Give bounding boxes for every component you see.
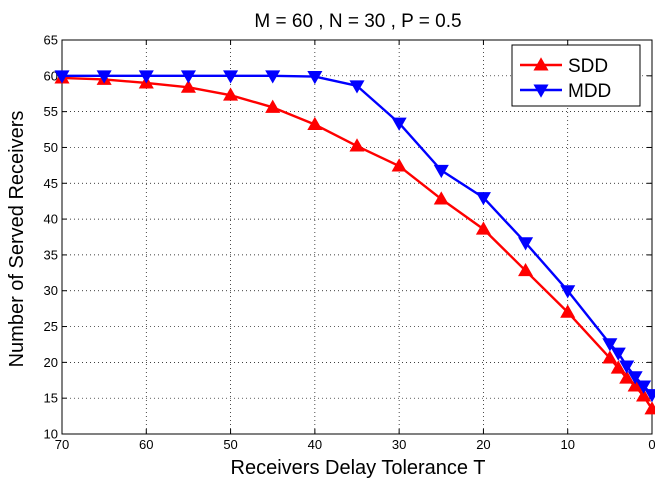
y-tick-label: 10 <box>44 427 58 442</box>
y-tick-label: 55 <box>44 104 58 119</box>
y-axis-title: Number of Served Receivers <box>6 111 28 368</box>
x-tick-label: 40 <box>308 437 322 452</box>
x-tick-label: 20 <box>476 437 490 452</box>
legend-label-mdd: MDD <box>568 81 611 102</box>
x-tick-label: 50 <box>223 437 237 452</box>
legend: SDD MDD <box>512 45 640 106</box>
y-tick-label: 40 <box>44 212 58 227</box>
y-tick-label: 50 <box>44 140 58 155</box>
chart-title: M = 60 , N = 30 , P = 0.5 <box>254 11 461 32</box>
x-tick-label: 0 <box>648 437 655 452</box>
y-tick-label: 30 <box>44 283 58 298</box>
y-tick-label: 15 <box>44 391 58 406</box>
y-tick-label: 35 <box>44 247 58 262</box>
y-tick-label: 65 <box>44 33 58 48</box>
x-tick-label: 60 <box>139 437 153 452</box>
x-tick-label: 30 <box>392 437 406 452</box>
y-tick-label: 45 <box>44 176 58 191</box>
legend-label-sdd: SDD <box>568 56 608 77</box>
y-tick-label: 20 <box>44 355 58 370</box>
y-tick-label: 25 <box>44 319 58 334</box>
x-tick-label: 10 <box>560 437 574 452</box>
x-axis-title: Receivers Delay Tolerance T <box>231 457 486 479</box>
